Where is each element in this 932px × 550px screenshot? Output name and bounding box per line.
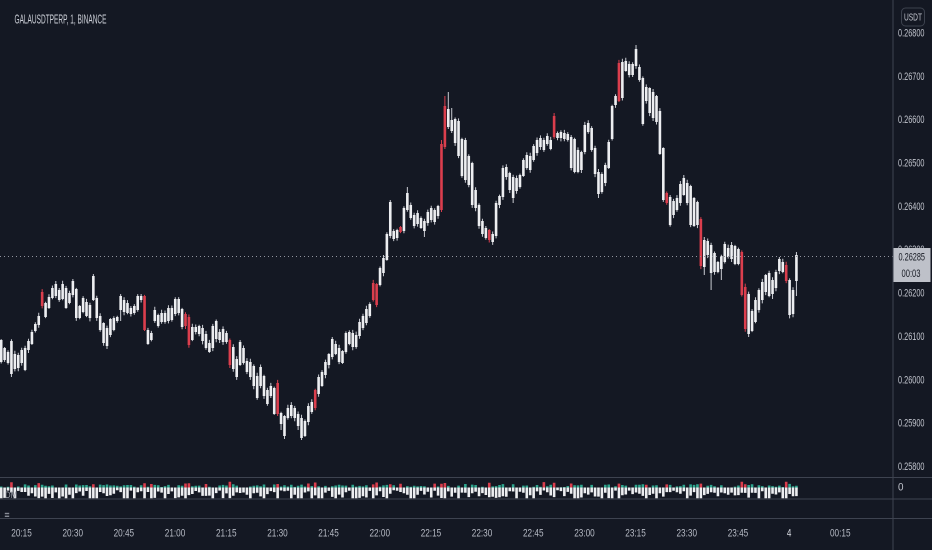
svg-text:23:15: 23:15 (625, 528, 646, 540)
svg-text:22:15: 22:15 (421, 528, 442, 540)
svg-text:USDT: USDT (904, 13, 922, 24)
svg-text:22:45: 22:45 (523, 528, 544, 540)
svg-text:21:00: 21:00 (165, 528, 186, 540)
svg-text:0.25800: 0.25800 (898, 461, 925, 473)
svg-text:22:00: 22:00 (370, 528, 391, 540)
svg-text:4: 4 (787, 528, 792, 540)
svg-text:20:45: 20:45 (114, 528, 135, 540)
svg-text:00:03: 00:03 (902, 268, 921, 280)
svg-text:20:15: 20:15 (11, 528, 32, 540)
svg-text:23:45: 23:45 (728, 528, 749, 540)
svg-text:0.26200: 0.26200 (898, 288, 925, 300)
svg-text:0.26285: 0.26285 (899, 252, 926, 264)
svg-text:0.26600: 0.26600 (898, 114, 925, 126)
svg-text:23:00: 23:00 (574, 528, 595, 540)
svg-text:0.26700: 0.26700 (898, 71, 925, 83)
svg-text:23:30: 23:30 (677, 528, 698, 540)
svg-text:DM: DM (5, 490, 17, 500)
svg-text:21:15: 21:15 (216, 528, 237, 540)
svg-text:21:30: 21:30 (267, 528, 288, 540)
svg-text:0.25900: 0.25900 (898, 418, 925, 430)
svg-text:00:15: 00:15 (830, 528, 851, 540)
svg-text:20:30: 20:30 (63, 528, 84, 540)
svg-text:0.26500: 0.26500 (898, 158, 925, 170)
svg-text:0.26100: 0.26100 (898, 331, 925, 343)
svg-text:GALAUSDTPERP, 1, BINANCE: GALAUSDTPERP, 1, BINANCE (15, 12, 107, 27)
svg-text:0.26400: 0.26400 (898, 201, 925, 213)
svg-text:21:45: 21:45 (318, 528, 339, 540)
svg-text:0.26000: 0.26000 (898, 374, 925, 386)
svg-text:0: 0 (898, 482, 904, 494)
svg-text:0.26800: 0.26800 (898, 28, 925, 40)
svg-text:22:30: 22:30 (472, 528, 493, 540)
